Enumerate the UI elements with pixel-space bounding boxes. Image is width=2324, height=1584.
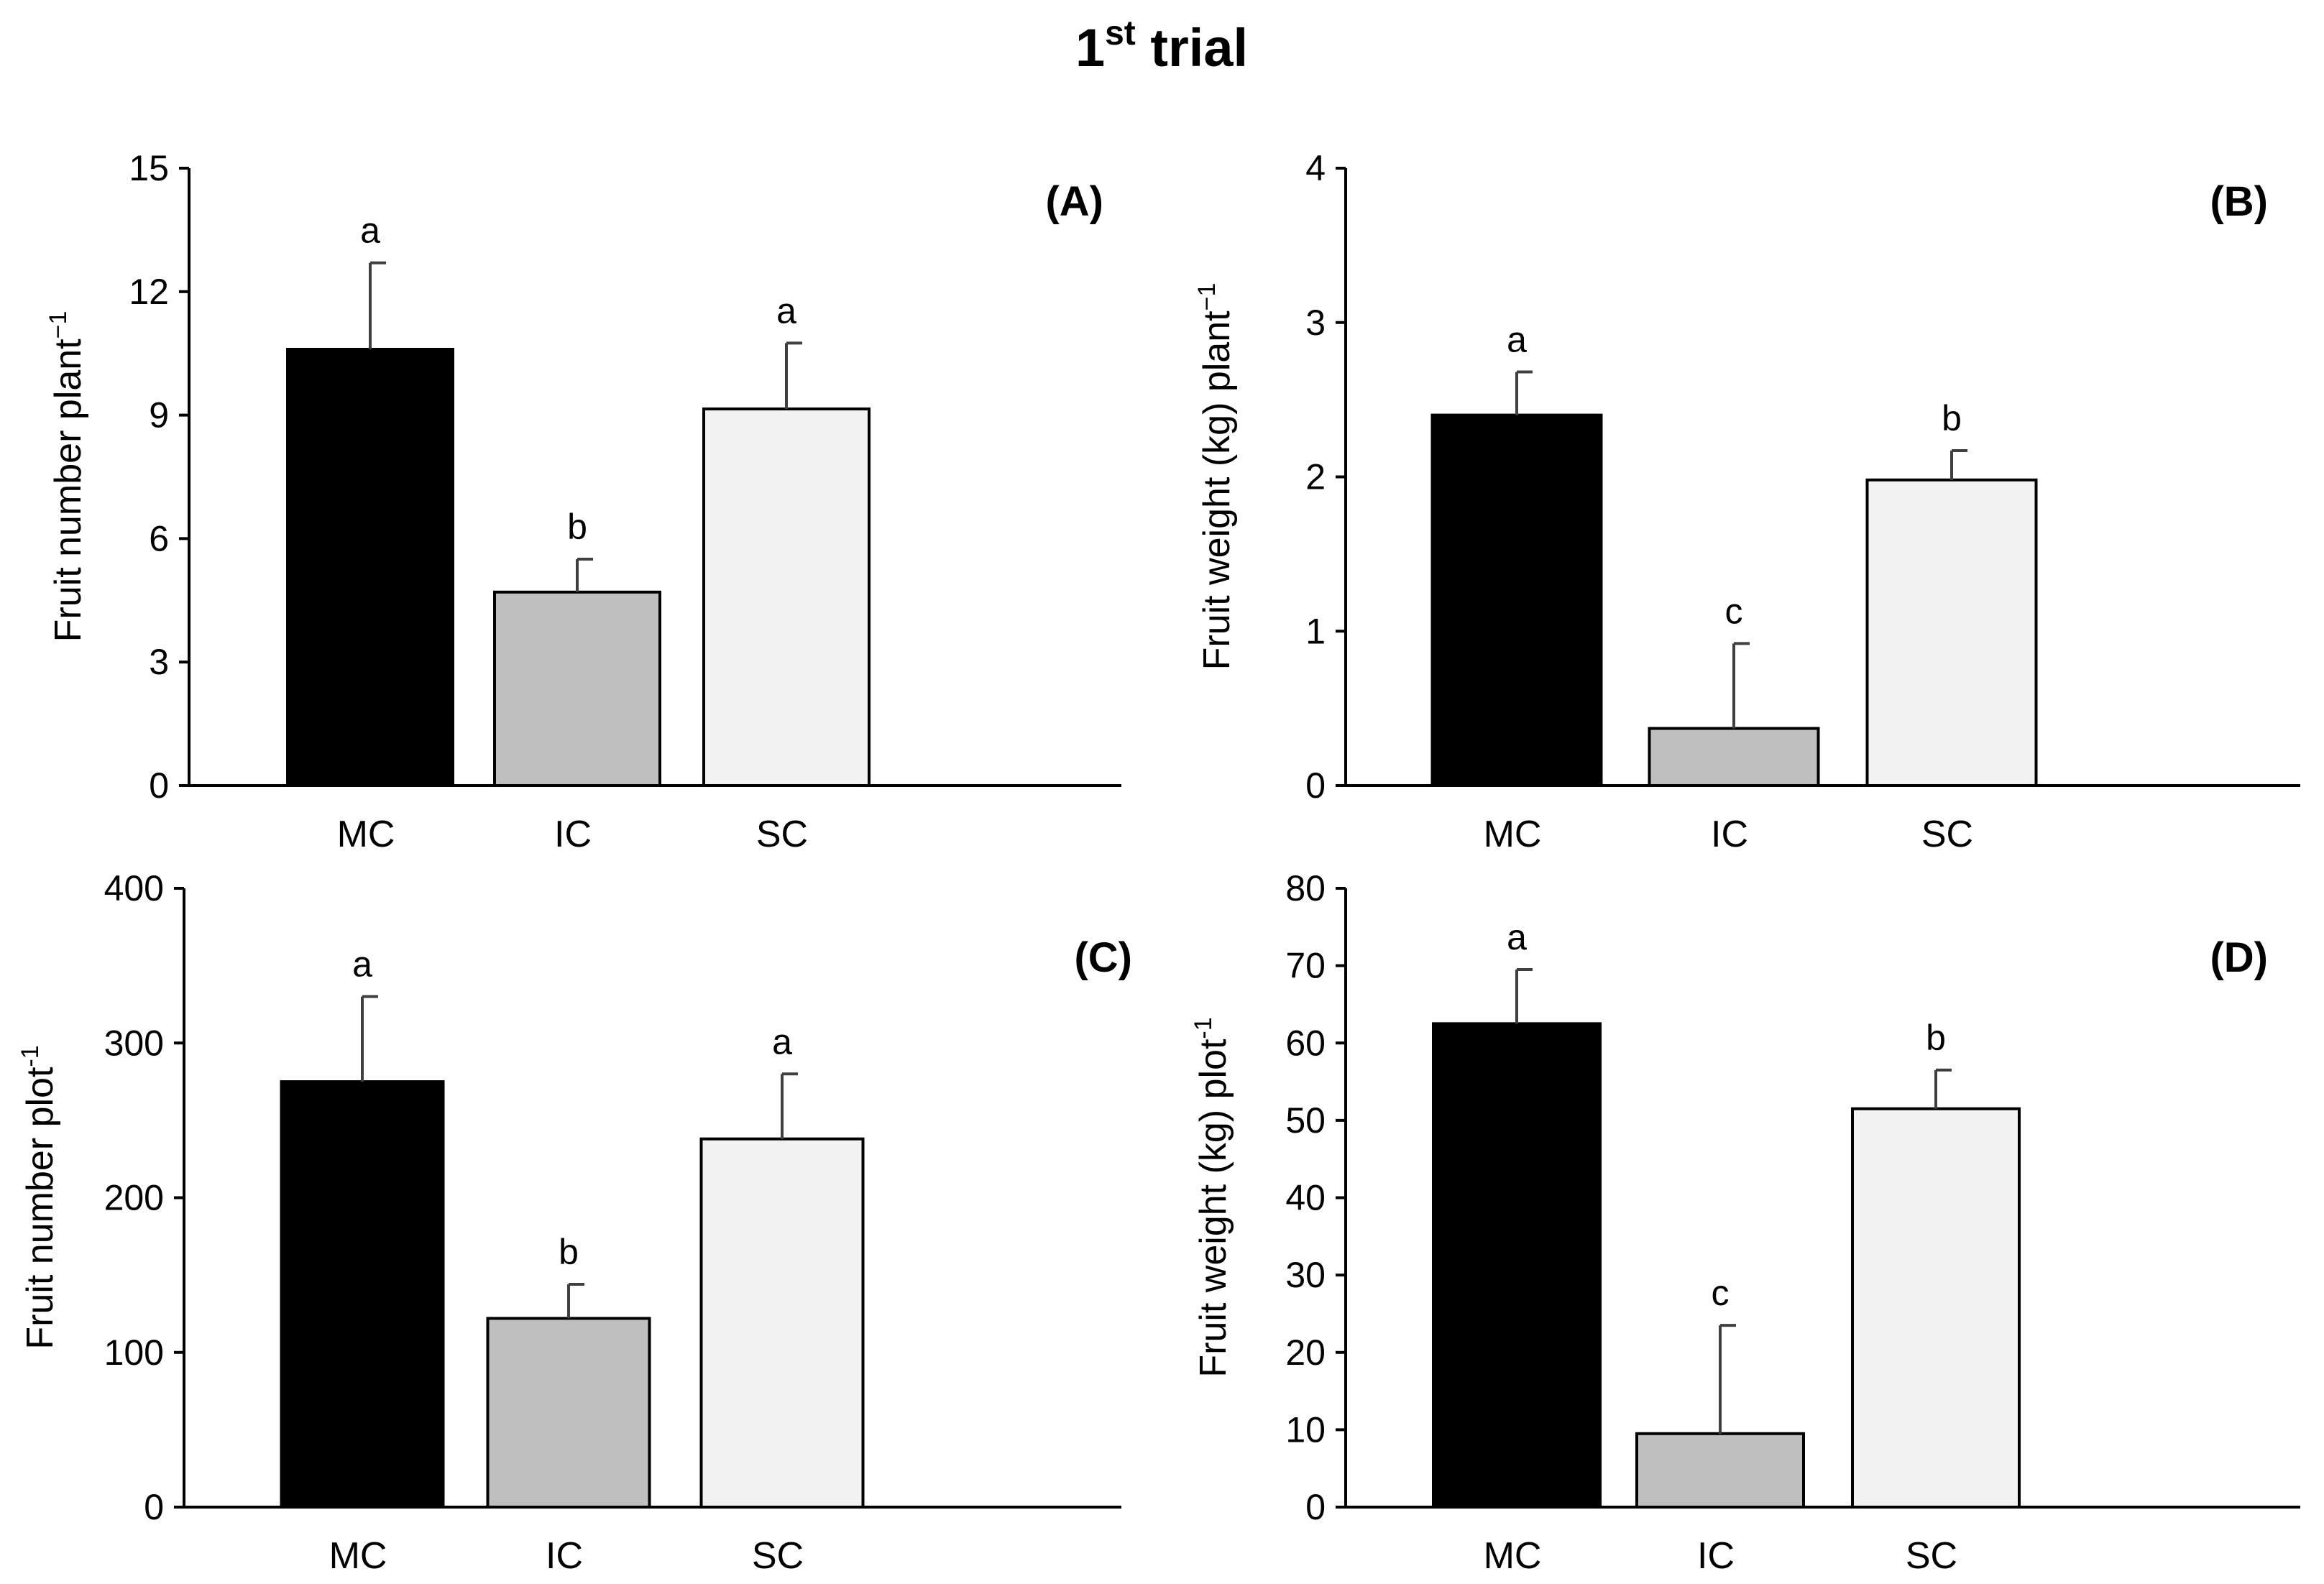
y-tick-label: 0 <box>1305 765 1326 806</box>
bar-mc <box>1430 413 1603 787</box>
panel-d: 0 10 20 30 40 50 60 70 80 a MC c IC b SC (D) Fruit weigh… <box>1190 868 2300 1577</box>
y-tick-label: 50 <box>1285 1100 1326 1141</box>
category-label-ic: IC <box>1697 1535 1735 1577</box>
y-tick-label: 0 <box>149 765 169 806</box>
y-axis-title-superscript: −1 <box>1193 283 1221 311</box>
category-label-ic: IC <box>1711 814 1748 855</box>
category-label-sc: SC <box>1921 814 1973 855</box>
bar-sc <box>699 1137 865 1509</box>
y-tick-label: 0 <box>1305 1487 1326 1527</box>
y-axis-title-superscript: -1 <box>1190 1017 1217 1039</box>
bar-sc <box>702 407 871 787</box>
y-axis-title: Fruit weight (kg) plot-1 <box>1190 1017 1234 1377</box>
bar-ic <box>486 1317 651 1509</box>
title-rest: trial <box>1136 18 1248 78</box>
y-axis-title-text: Fruit weight (kg) plot <box>1193 1039 1234 1378</box>
y-axis-title: Fruit number plot-1 <box>17 1045 61 1349</box>
category-label-sc: SC <box>1906 1535 1957 1577</box>
y-tick-label: 80 <box>1285 868 1326 908</box>
y-tick-label: 70 <box>1285 946 1326 986</box>
y-axis-title: Fruit weight (kg) plant−1 <box>1193 283 1238 671</box>
y-axis-title-text: Fruit weight (kg) plant <box>1196 310 1238 671</box>
y-tick-label: 30 <box>1285 1255 1326 1295</box>
y-tick-label: 200 <box>104 1178 164 1218</box>
significance-letter: b <box>1942 398 1962 438</box>
category-label-mc: MC <box>1484 1535 1542 1577</box>
y-axis-title-superscript: −1 <box>45 311 72 339</box>
category-label-mc: MC <box>337 814 395 855</box>
significance-letter: c <box>1712 1273 1730 1313</box>
category-label-ic: IC <box>554 814 592 855</box>
significance-letter: b <box>559 1232 579 1272</box>
title-superscript: st <box>1105 14 1136 52</box>
y-tick-label: 40 <box>1285 1178 1326 1218</box>
y-axis-title: Fruit number plant−1 <box>45 311 89 643</box>
panel-label: (A) <box>1045 178 1103 225</box>
panel-label: (C) <box>1074 934 1132 981</box>
y-axis-title-superscript: -1 <box>17 1045 44 1067</box>
panel-label: (D) <box>2210 934 2268 981</box>
y-tick-label: 2 <box>1305 457 1326 497</box>
category-label-sc: SC <box>756 814 808 855</box>
y-tick-label: 10 <box>1285 1409 1326 1450</box>
panel-b: 0 1 2 3 4 a MC c IC b SC (B) Fruit weight (kg) plant… <box>1193 148 2300 855</box>
significance-letter: c <box>1725 591 1743 631</box>
bar-ic <box>493 590 661 787</box>
bar-sc <box>1865 478 2038 787</box>
y-tick-label: 12 <box>129 272 169 312</box>
category-label-ic: IC <box>546 1535 583 1577</box>
y-tick-label: 15 <box>129 148 169 188</box>
category-label-mc: MC <box>329 1535 387 1577</box>
significance-letter: a <box>352 944 372 985</box>
bar-mc <box>1432 1022 1602 1509</box>
panel-c: 0 100 200 300 400 a MC b IC a SC (C) Fruit number pl… <box>17 868 1132 1577</box>
significance-letter: a <box>360 211 380 251</box>
significance-letter: a <box>776 290 796 331</box>
y-tick-label: 300 <box>104 1023 164 1063</box>
significance-letter: a <box>772 1021 792 1062</box>
y-tick-label: 100 <box>104 1332 164 1373</box>
y-tick-label: 1 <box>1305 611 1326 651</box>
figure-title: 1st trial <box>1075 14 1248 78</box>
y-tick-label: 9 <box>149 395 169 436</box>
title-main: 1 <box>1075 18 1105 78</box>
bar-ic <box>1648 727 1820 787</box>
y-tick-label: 3 <box>1305 303 1326 343</box>
bar-sc <box>1851 1107 2021 1509</box>
panel-a: 0 3 6 9 12 15 a MC b IC a SC (A) Fruit number plant−1 <box>45 148 1121 855</box>
significance-letter: b <box>1926 1018 1946 1058</box>
significance-letter: a <box>1507 319 1527 359</box>
y-tick-label: 0 <box>144 1487 164 1527</box>
bar-mc <box>280 1080 445 1509</box>
y-axis-title-text: Fruit number plant <box>47 339 89 643</box>
y-tick-label: 6 <box>149 518 169 558</box>
y-axis-title-text: Fruit number plot <box>19 1067 61 1350</box>
category-label-mc: MC <box>1484 814 1542 855</box>
y-tick-label: 20 <box>1285 1332 1326 1373</box>
significance-letter: a <box>1507 917 1527 957</box>
bar-mc <box>286 347 454 787</box>
significance-letter: b <box>567 507 587 547</box>
y-tick-label: 60 <box>1285 1023 1326 1063</box>
bar-ic <box>1635 1432 1805 1509</box>
y-tick-label: 3 <box>149 642 169 682</box>
panel-label: (B) <box>2210 178 2268 225</box>
y-tick-label: 4 <box>1305 148 1326 188</box>
category-label-sc: SC <box>752 1535 804 1577</box>
y-tick-label: 400 <box>104 868 164 908</box>
